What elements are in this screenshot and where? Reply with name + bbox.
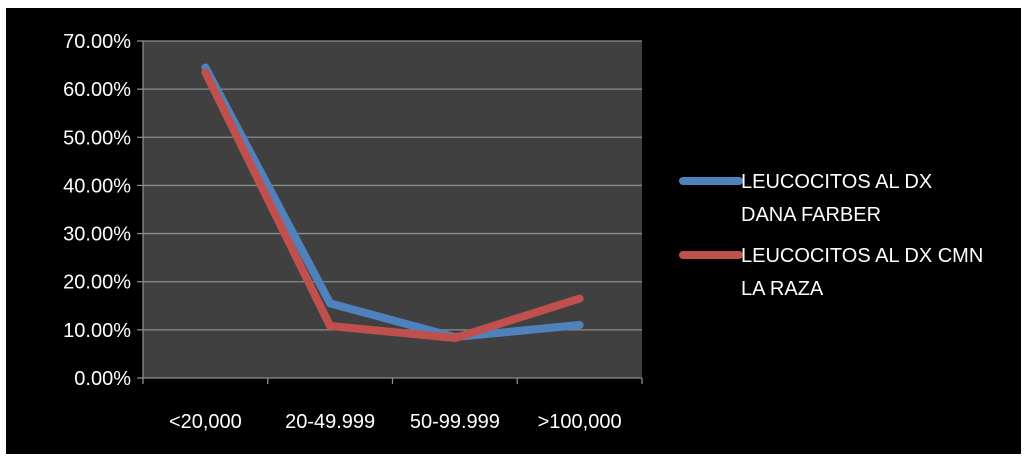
x-tick-label: >100,000 bbox=[538, 411, 622, 433]
y-tick-label: 30.00% bbox=[63, 224, 131, 246]
legend-label: DANA FARBER bbox=[741, 204, 881, 226]
legend-item-2: LEUCOCITOS AL DX CMN LA RAZA bbox=[679, 245, 983, 300]
y-tick-label: 0.00% bbox=[74, 368, 131, 390]
data-point bbox=[579, 324, 581, 326]
data-point bbox=[454, 337, 456, 339]
series-lines bbox=[201, 63, 584, 343]
chart-frame: 0.00% 10.00% 20.00% 30.00% 40.00% 50.00% 60.00… bbox=[6, 8, 1021, 454]
legend-label: LEUCOCITOS AL DX CMN bbox=[741, 245, 983, 267]
series-line-2 bbox=[201, 68, 584, 343]
x-tick-label: 20-49.999 bbox=[285, 411, 375, 433]
y-tick-label: 10.00% bbox=[63, 320, 131, 342]
data-point bbox=[329, 325, 331, 327]
gridlines bbox=[143, 40, 642, 331]
y-tick-label: 20.00% bbox=[63, 272, 131, 294]
y-tick-label: 60.00% bbox=[63, 79, 131, 101]
y-tick-label: 40.00% bbox=[63, 175, 131, 197]
axes bbox=[137, 40, 643, 384]
legend-label: LA RAZA bbox=[741, 278, 824, 300]
tick-labels: 0.00% 10.00% 20.00% 30.00% 40.00% 50.00% 60.00… bbox=[63, 31, 621, 433]
data-point bbox=[329, 302, 331, 304]
data-point bbox=[579, 298, 581, 300]
line-chart: 0.00% 10.00% 20.00% 30.00% 40.00% 50.00% 60.00… bbox=[63, 31, 983, 433]
series-line-1 bbox=[201, 63, 584, 342]
data-point bbox=[204, 71, 206, 73]
legend-item-1: LEUCOCITOS AL DX DANA FARBER bbox=[679, 171, 932, 226]
y-tick-label: 50.00% bbox=[63, 127, 131, 149]
legend-label: LEUCOCITOS AL DX bbox=[741, 171, 932, 193]
data-point bbox=[204, 66, 206, 68]
y-tick-label: 70.00% bbox=[63, 31, 131, 53]
x-tick-label: 50-99.999 bbox=[410, 411, 500, 433]
x-tick-label: <20,000 bbox=[169, 411, 242, 433]
